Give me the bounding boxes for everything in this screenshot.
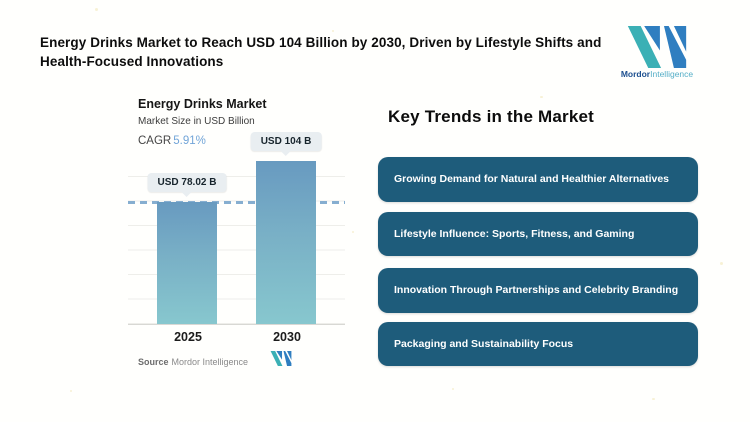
source-value: Mordor Intelligence: [171, 357, 249, 367]
bar-value-label: USD 78.02 B: [147, 173, 227, 193]
cagr-value: 5.91%: [173, 135, 206, 147]
speckle: [652, 398, 655, 400]
reference-dashed-line: [128, 201, 345, 205]
trend-item-packaging-sustainability: Packaging and Sustainability Focus: [378, 322, 698, 366]
trend-item-label: Lifestyle Influence: Sports, Fitness, an…: [394, 227, 635, 240]
speckle: [540, 96, 543, 98]
x-axis-label-2025: 2025: [174, 330, 202, 344]
mordor-intelligence-mark-icon: [270, 351, 292, 366]
bar-column-2030: USD 104 B: [249, 132, 323, 324]
source-brand-mark: [270, 351, 292, 371]
source-line: Source Mordor Intelligence: [138, 357, 248, 367]
chart-title: Energy Drinks Market: [138, 97, 267, 111]
trend-item-label: Innovation Through Partnerships and Cele…: [394, 284, 679, 297]
trend-item-natural-alternatives: Growing Demand for Natural and Healthier…: [378, 157, 698, 202]
trend-item-lifestyle-influence: Lifestyle Influence: Sports, Fitness, an…: [378, 212, 698, 256]
brand-name-bold: Mordor: [620, 69, 651, 79]
brand-name: MordorIntelligence: [607, 69, 707, 79]
trend-item-label: Packaging and Sustainability Focus: [394, 337, 574, 350]
bar-2030: [256, 161, 316, 324]
mordor-intelligence-logo-icon: [627, 26, 687, 68]
speckle: [720, 262, 723, 265]
speckle: [95, 8, 98, 11]
bar-2025: [157, 202, 217, 324]
speckle: [352, 231, 354, 233]
bar-column-2025: USD 78.02 B: [147, 153, 227, 324]
brand-name-light: Intelligence: [650, 69, 694, 79]
cagr-label: CAGR: [138, 135, 172, 147]
page-title: Energy Drinks Market to Reach USD 104 Bi…: [40, 35, 602, 70]
chart-subtitle: Market Size in USD Billion: [138, 116, 255, 127]
cagr-line: CAGR 5.91%: [138, 135, 206, 147]
source-label: Source: [138, 357, 169, 367]
speckle: [332, 30, 334, 32]
brand-logo: MordorIntelligence: [607, 26, 707, 79]
speckle: [70, 390, 72, 392]
trend-item-innovation-partnerships: Innovation Through Partnerships and Cele…: [378, 268, 698, 313]
speckle: [452, 388, 454, 390]
x-axis-label-2030: 2030: [273, 330, 301, 344]
bar-value-label: USD 104 B: [250, 132, 322, 152]
trends-heading: Key Trends in the Market: [388, 107, 595, 126]
bar-chart-plot-area: USD 78.02 B USD 104 B: [128, 132, 345, 325]
trend-item-label: Growing Demand for Natural and Healthier…: [394, 173, 669, 186]
